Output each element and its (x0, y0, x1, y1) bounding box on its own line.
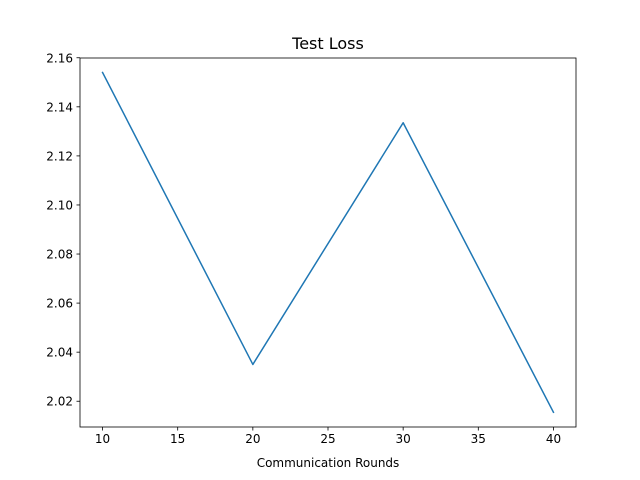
plot-area: 10 15 20 25 30 35 40 2.02 2.04 2.06 2.08 2.10 2.12 2.… (46, 51, 577, 446)
y-tick-label: 2.02 (46, 395, 73, 409)
y-tick-label: 2.12 (46, 149, 73, 163)
series-line-0 (101, 71, 555, 414)
x-tick-label: 25 (320, 432, 335, 446)
y-tick-label: 2.04 (46, 346, 73, 360)
y-tick-label: 2.14 (46, 100, 73, 114)
y-tick-label: 2.10 (46, 198, 73, 212)
y-tick-label: 2.16 (46, 51, 73, 65)
y-tick-label: 2.06 (46, 297, 73, 311)
x-tick-label: 20 (245, 432, 260, 446)
chart-title: Test Loss (291, 34, 364, 53)
x-tick-label: 10 (95, 432, 110, 446)
y-tick-label: 2.08 (46, 248, 73, 262)
x-tick-label: 15 (170, 432, 185, 446)
x-axis-label: Communication Rounds (257, 456, 400, 470)
x-tick-label: 35 (471, 432, 486, 446)
x-tick-label: 40 (546, 432, 561, 446)
x-tick-label: 30 (396, 432, 411, 446)
